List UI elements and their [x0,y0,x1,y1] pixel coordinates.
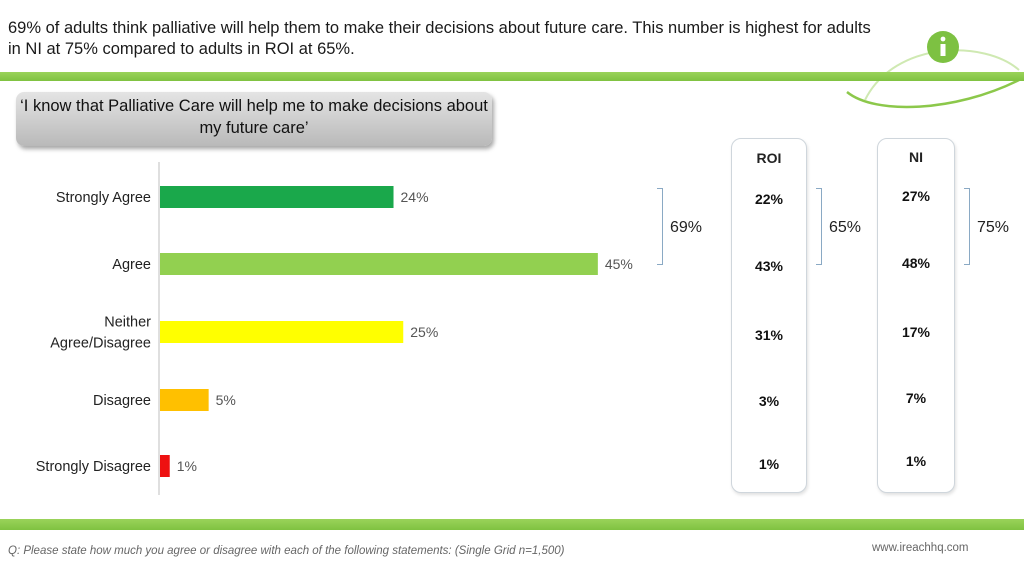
roi-value-strongly-agree: 22% [754,191,784,207]
statement-box: ‘I know that Palliative Care will help m… [16,92,492,146]
ni-value-neither: 17% [901,324,931,340]
ni-value-strongly-disagree: 1% [905,453,927,469]
ireach-logo [846,31,1020,109]
bar-neither [160,321,404,343]
roi-panel-title: ROI [756,150,782,166]
bar-disagree [160,389,209,411]
question-footnote: Q: Please state how much you agree or di… [8,545,565,557]
category-label-disagree: Disagree [93,393,151,409]
ni-value-agree: 48% [901,255,931,271]
bar-chart: 24% Strongly Agree 45% Agree 25% Neither Agree… [36,162,633,495]
roi-value-disagree: 3% [758,393,780,409]
value-label-disagree: 5% [216,392,236,408]
category-label-strongly-agree: Strongly Agree [56,190,151,206]
top-rule [0,72,1024,81]
ni-panel: NI 27% 48% 17% 7% 1% [877,138,955,493]
total-net-bracket [657,188,663,265]
ni-net-bracket [964,188,970,265]
bar-agree [160,253,598,275]
roi-value-strongly-disagree: 1% [758,456,780,472]
value-label-neither: 25% [410,324,438,340]
ni-value-strongly-agree: 27% [901,188,931,204]
category-label-strongly-disagree: Strongly Disagree [36,459,151,475]
ni-value-disagree: 7% [905,390,927,406]
roi-panel: ROI 22% 43% 31% 3% 1% [731,138,807,493]
roi-value-neither: 31% [754,327,784,343]
total-net-agree: 69% [670,219,703,236]
bar-strongly-agree [160,186,394,208]
headline: 69% of adults think palliative will help… [8,19,871,58]
bottom-rule [0,519,1024,530]
category-label-agree: Agree [112,257,151,273]
value-label-agree: 45% [605,256,633,272]
roi-net-bracket [816,188,822,265]
ni-panel-title: NI [909,149,923,165]
category-label-neither: Neither Agree/Disagree [50,315,151,352]
value-label-strongly-agree: 24% [401,189,429,205]
bar-strongly-disagree [160,455,170,477]
ni-net-agree: 75% [977,219,1010,236]
roi-value-agree: 43% [754,258,784,274]
website-url: www.ireachhq.com [872,542,969,554]
value-label-strongly-disagree: 1% [177,458,197,474]
roi-net-agree: 65% [829,219,862,236]
